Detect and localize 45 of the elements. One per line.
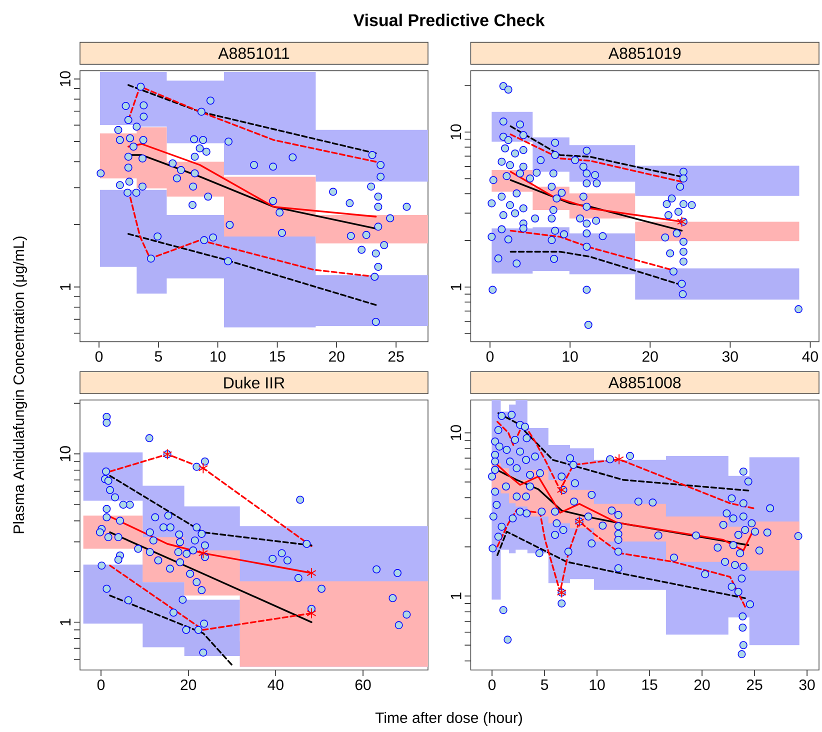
point (198, 462, 208, 474)
x-tick-label: 5 (540, 680, 548, 690)
x-tick-label: 30 (722, 351, 738, 362)
y-tick-label: 1 (60, 284, 70, 290)
x-tick-label: 60 (355, 680, 371, 690)
line-series (497, 412, 750, 492)
x-tick-label: 15 (270, 351, 285, 362)
x-tick-label: 0 (95, 351, 103, 362)
text: Visual Predictive Check (353, 14, 545, 26)
point (614, 454, 624, 465)
x-tick-label: 20 (642, 351, 658, 362)
x-tick-label: 25 (746, 679, 762, 690)
chart-title: A8851008 (608, 376, 681, 388)
x-tick-label: 40 (268, 680, 284, 690)
chart-title: Duke IIR (224, 376, 284, 388)
x-tick-label: 15 (642, 680, 658, 690)
chart-title: A8851019 (608, 48, 681, 59)
x-tick-label: 30 (799, 679, 815, 690)
point (556, 484, 566, 496)
x-tick-label: 20 (694, 679, 710, 690)
y-tick-label: 1 (450, 284, 462, 290)
point (306, 568, 316, 579)
line-series (496, 420, 754, 510)
y-tick-label: 10 (60, 71, 70, 86)
y-axis-title: Plasma Anidulafungin Concentration (μg/mL) (13, 236, 27, 534)
y-tick-label: 10 (450, 425, 462, 440)
x-tick-label: 5 (154, 351, 162, 362)
chart-title: A8851011 (218, 48, 290, 59)
y-tick-label: 10 (450, 124, 462, 140)
x-tick-label: 10 (590, 679, 605, 690)
x-tick-label: 20 (180, 680, 196, 690)
y-tick-label: 1 (450, 592, 462, 600)
x-tick-label: 0 (486, 351, 494, 362)
x-tick-label: 0 (97, 680, 105, 690)
x-tick-label: 25 (388, 351, 404, 362)
y-tick-label: 1 (60, 618, 70, 626)
y-tick-label: 10 (60, 446, 70, 462)
point (198, 548, 208, 559)
point (306, 608, 316, 619)
x-tick-label: 10 (210, 351, 226, 362)
x-tick-label: 0 (488, 679, 496, 690)
x-tick-label: 40 (802, 351, 818, 362)
x-tick-label: 20 (329, 351, 344, 362)
x-axis-title: Time after dose (hour) (375, 712, 522, 726)
x-tick-label: 10 (562, 351, 578, 362)
